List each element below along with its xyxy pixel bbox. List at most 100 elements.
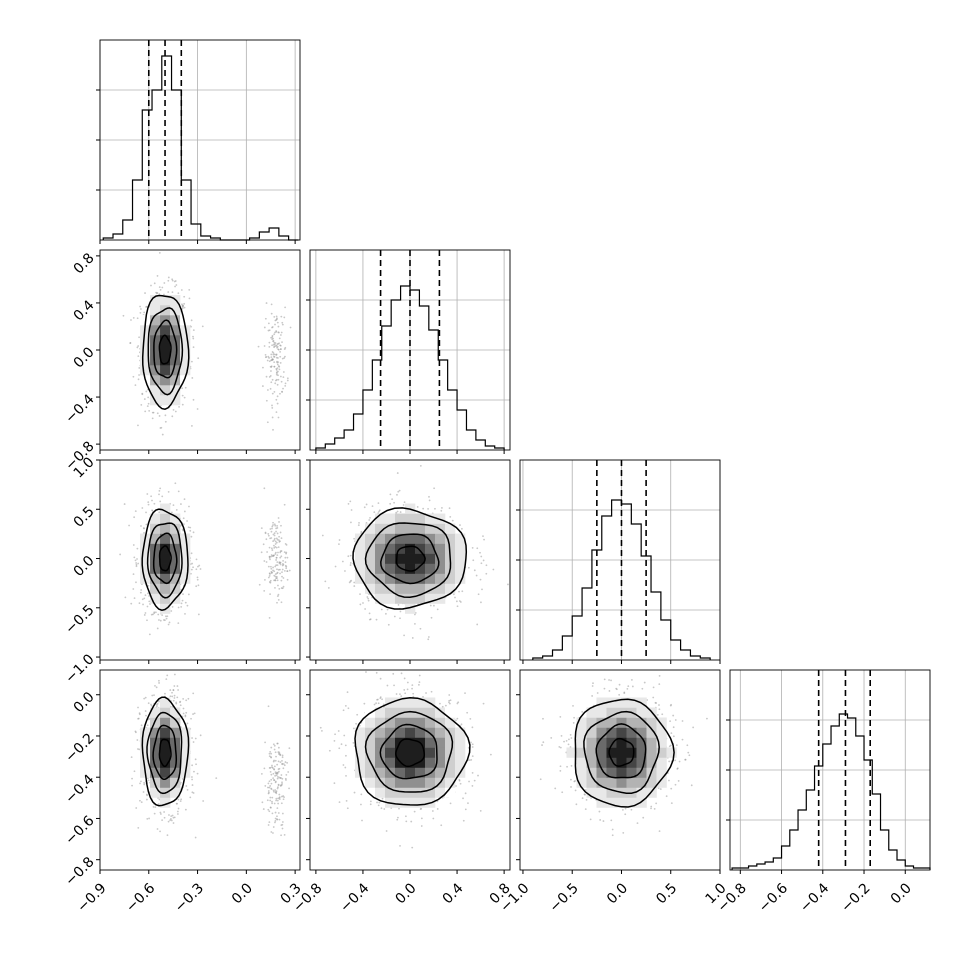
sample-point <box>277 370 279 373</box>
sample-point <box>278 752 281 755</box>
sample-point <box>271 404 273 407</box>
sample-point <box>371 505 374 508</box>
sample-point <box>280 774 283 776</box>
sample-point <box>273 353 276 356</box>
sample-point <box>277 551 279 554</box>
sample-point <box>507 583 509 586</box>
sample-point <box>375 618 378 621</box>
sample-point <box>262 808 265 810</box>
sample-point <box>272 353 275 356</box>
sample-point <box>267 533 270 535</box>
sample-point <box>186 788 189 791</box>
sample-point <box>258 583 261 586</box>
sample-point <box>181 387 184 390</box>
sample-point <box>276 561 279 564</box>
sample-point <box>135 563 138 566</box>
density-bin <box>170 767 181 778</box>
sample-point <box>281 756 284 759</box>
sample-point <box>282 577 285 579</box>
sample-point <box>272 832 274 834</box>
density-bin <box>160 697 171 708</box>
sample-point <box>185 699 188 702</box>
sample-point <box>191 778 193 781</box>
sample-point <box>153 282 156 285</box>
sample-point <box>179 700 182 703</box>
sample-point <box>169 819 172 822</box>
sample-point <box>403 501 406 504</box>
sample-point <box>432 817 435 820</box>
sample-point <box>171 291 174 294</box>
sample-point <box>272 569 274 572</box>
density-bin <box>415 523 426 534</box>
sample-point <box>278 776 281 779</box>
sample-point <box>168 814 170 816</box>
sample-point <box>428 499 431 502</box>
histogram-step-1 <box>315 285 505 450</box>
sample-point <box>452 593 455 596</box>
sample-point <box>283 357 286 359</box>
sample-point <box>399 511 402 513</box>
density-bin <box>160 563 171 574</box>
sample-point <box>181 599 184 602</box>
density-bin <box>405 583 416 594</box>
sample-point <box>279 392 281 395</box>
sample-point <box>274 543 277 545</box>
sample-point <box>169 689 172 691</box>
sample-point <box>180 503 182 505</box>
sample-point <box>196 576 199 579</box>
sample-point <box>147 584 150 587</box>
sample-point <box>278 793 281 796</box>
sample-point <box>272 743 275 746</box>
sample-point <box>412 692 415 695</box>
sample-point <box>281 777 284 780</box>
density-bin <box>435 583 446 594</box>
sample-point <box>193 712 196 715</box>
density-bin <box>365 563 376 574</box>
panel-frame <box>729 669 931 871</box>
sample-point <box>196 408 199 410</box>
sample-point <box>191 377 194 379</box>
sample-point <box>419 464 422 467</box>
sample-point <box>271 416 274 419</box>
sample-point <box>356 713 359 716</box>
sample-point <box>270 746 273 749</box>
contour-level-1 <box>152 532 178 585</box>
sample-point <box>279 785 282 787</box>
sample-point <box>283 796 285 799</box>
sample-point <box>191 737 193 739</box>
sample-point <box>148 409 151 412</box>
sample-point <box>464 692 466 695</box>
sample-point <box>274 789 277 791</box>
density-bin <box>140 553 151 564</box>
sample-point <box>367 599 370 602</box>
sample-point <box>269 374 272 377</box>
sample-point <box>143 697 146 700</box>
sample-point <box>172 816 175 819</box>
sample-point <box>433 487 436 490</box>
sample-point <box>276 360 278 363</box>
sample-point <box>278 767 281 770</box>
marginal-panel-1 <box>306 249 511 454</box>
sample-point <box>369 800 372 803</box>
sample-point <box>433 604 435 607</box>
sample-point <box>283 551 286 554</box>
sample-point <box>462 819 465 822</box>
sample-point <box>341 560 344 563</box>
sample-point <box>156 292 158 295</box>
sample-point <box>416 506 419 508</box>
sample-point <box>190 572 192 575</box>
sample-point <box>434 507 436 510</box>
sample-point <box>189 529 192 532</box>
sample-point <box>135 565 138 568</box>
sample-point <box>459 524 461 526</box>
sample-point <box>165 678 168 680</box>
sample-point <box>282 376 285 378</box>
sample-point <box>139 782 141 785</box>
density-bin <box>415 563 426 574</box>
sample-point <box>279 572 281 575</box>
sample-point <box>378 510 380 513</box>
density-bin <box>160 543 171 554</box>
sample-point <box>264 578 266 581</box>
sample-point <box>277 546 280 549</box>
sample-point <box>284 384 287 387</box>
